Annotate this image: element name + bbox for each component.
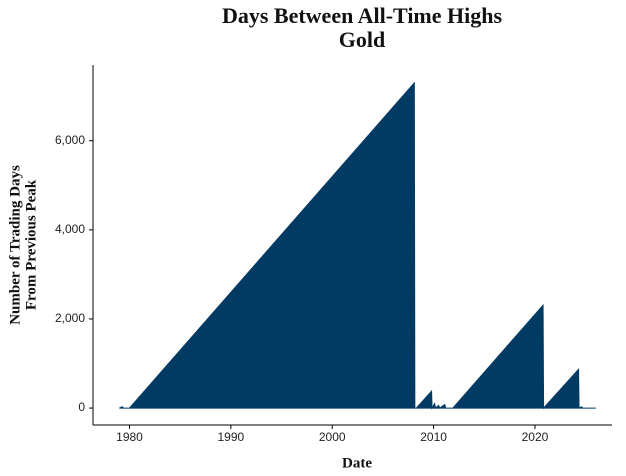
y-axis-label: From Previous Peak [23, 179, 39, 310]
y-tick-label: 4,000 [55, 222, 85, 236]
x-tick-label: 1990 [218, 430, 245, 444]
x-axis-label: Date [342, 455, 372, 471]
y-axis-label: Number of Trading Days [7, 165, 23, 325]
chart-title: Days Between All-Time Highs [222, 3, 503, 28]
y-tick-label: 0 [78, 400, 85, 414]
x-tick-label: 2010 [420, 430, 447, 444]
y-tick-label: 2,000 [55, 311, 85, 325]
y-tick-label: 6,000 [55, 133, 85, 147]
x-tick-label: 2000 [319, 430, 346, 444]
x-tick-label: 1980 [116, 430, 143, 444]
chart-subtitle: Gold [339, 27, 385, 52]
x-tick-label: 2020 [522, 430, 549, 444]
area [119, 81, 596, 410]
